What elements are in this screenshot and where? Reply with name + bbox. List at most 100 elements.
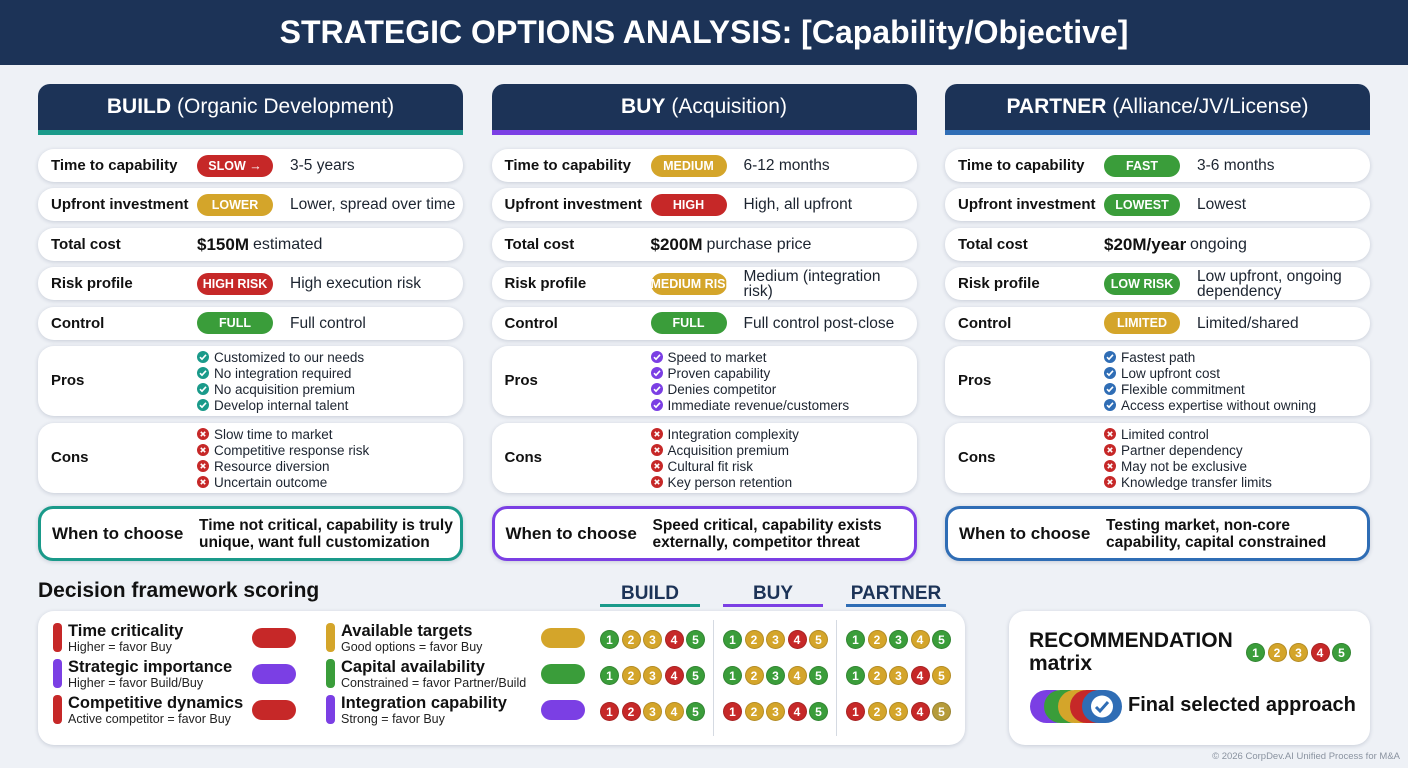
- cons-item: Partner dependency: [1104, 442, 1272, 458]
- score-dot: 2: [744, 666, 764, 685]
- pros-list: Speed to market Proven capability Denies c…: [650, 349, 850, 413]
- criterion-note: Higher = favor Buy: [68, 640, 172, 654]
- cons-item: May not be exclusive: [1104, 458, 1272, 474]
- criterion-name: Competitive dynamics: [68, 694, 244, 712]
- score-dot: 5: [932, 702, 951, 721]
- cons-text: May not be exclusive: [1121, 458, 1248, 474]
- score-dot: 1: [723, 702, 742, 721]
- recommendation-pills: [1030, 690, 1122, 723]
- cross-icon: [197, 476, 209, 488]
- option-header: BUY (Acquisition): [491, 84, 917, 135]
- score-dot: 1: [600, 666, 619, 685]
- pros-label: Pros: [958, 372, 992, 389]
- option-header: BUILD (Organic Development): [38, 84, 463, 135]
- pros-text: No integration required: [214, 365, 352, 381]
- score-dot: 4: [787, 630, 807, 649]
- score-dot: 3: [889, 666, 908, 685]
- score-dot: 2: [621, 702, 641, 721]
- pros-text: Access expertise without owning: [1121, 397, 1317, 413]
- score-dot: 3: [889, 702, 908, 721]
- score-dot: 5: [1332, 643, 1351, 662]
- attribute-label: Time to capability: [504, 157, 631, 174]
- score-dot: 4: [1310, 643, 1330, 662]
- cons-list: Slow time to market Competitive response …: [197, 426, 369, 490]
- attribute-text: ongoing: [1190, 235, 1247, 253]
- cons-box: Cons Slow time to market Competitive respo…: [38, 423, 463, 493]
- option-subtitle: (Organic Development): [177, 95, 395, 118]
- score-dot: 5: [686, 666, 705, 685]
- criterion-note: Active competitor = favor Buy: [68, 712, 231, 726]
- attribute-row: Total cost $200M purchase price: [491, 227, 917, 261]
- attribute-text: High, all upfront: [743, 196, 853, 214]
- pros-text: Speed to market: [667, 349, 767, 365]
- score-dot: 2: [867, 630, 887, 649]
- column-separator: [836, 620, 837, 736]
- score-dot: 5: [686, 702, 705, 721]
- cross-icon: [650, 460, 663, 472]
- attribute-text: 3-5 years: [290, 157, 355, 174]
- attribute-text: purchase price: [706, 235, 812, 253]
- cons-item: Key person retention: [650, 474, 799, 490]
- score-dot: 3: [643, 630, 662, 649]
- pros-text: Develop internal talent: [214, 397, 349, 413]
- attribute-row: Risk profile HIGH RISK High execution risk: [38, 267, 463, 301]
- status-badge: HIGH: [650, 193, 727, 216]
- pros-label: Pros: [51, 372, 85, 389]
- criterion-bar: [326, 659, 335, 688]
- check-pill: [1082, 690, 1122, 723]
- pros-text: Flexible commitment: [1121, 381, 1245, 397]
- pros-list: Fastest path Low upfront cost Flexible com…: [1104, 349, 1316, 413]
- cons-text: Knowledge transfer limits: [1121, 474, 1272, 490]
- cons-text: Limited control: [1121, 426, 1209, 442]
- score-dot: 5: [932, 630, 951, 649]
- recommendation-label: Final selected approach: [1128, 694, 1356, 716]
- attribute-label: Total cost: [504, 235, 575, 253]
- attribute-row: Time to capability SLOW → 3-5 years: [38, 149, 463, 182]
- criterion-name: Integration capability: [341, 694, 507, 712]
- when-label: When to choose: [505, 524, 637, 543]
- pros-item: Proven capability: [650, 365, 850, 381]
- attribute-label: Upfront investment: [51, 196, 189, 214]
- status-badge: LIMITED: [1104, 312, 1180, 335]
- cross-icon: [197, 444, 209, 456]
- cons-box: Cons Integration complexity Acquisition pr…: [491, 423, 917, 493]
- option-name: BUILD: [106, 95, 172, 118]
- attribute-row: Total cost $20M/year ongoing: [945, 227, 1370, 261]
- criterion-pill: [541, 628, 585, 648]
- attribute-text: estimated: [253, 235, 323, 253]
- score-dot: 2: [744, 630, 764, 649]
- pros-text: Proven capability: [667, 365, 771, 381]
- attribute-row: Time to capability MEDIUM 6-12 months: [491, 149, 917, 182]
- attribute-text: 6-12 months: [743, 157, 830, 174]
- option-subtitle: (Acquisition): [671, 95, 787, 118]
- attribute-text: Limited/shared: [1197, 314, 1299, 332]
- score-dot: 5: [809, 702, 828, 721]
- criterion-bar: [53, 659, 62, 688]
- check-icon: [197, 367, 209, 379]
- cons-text: Integration complexity: [667, 426, 799, 442]
- attribute-label: Total cost: [51, 235, 121, 253]
- check-icon: [197, 351, 209, 363]
- criterion-name: Time criticality: [68, 622, 184, 640]
- criterion-pill: [252, 664, 296, 684]
- when-box: When to choose Time not critical, capabil…: [38, 506, 463, 561]
- cross-icon: [1104, 444, 1116, 456]
- score-dot: 2: [1267, 643, 1287, 662]
- cost-amount: $200M: [650, 234, 703, 254]
- cons-item: Uncertain outcome: [197, 474, 369, 490]
- score-dot: 5: [809, 666, 828, 685]
- cons-item: Resource diversion: [197, 458, 369, 474]
- when-box: When to choose Speed critical, capability…: [491, 506, 917, 561]
- pros-item: Fastest path: [1104, 349, 1316, 365]
- cross-icon: [650, 476, 663, 488]
- attribute-text: Lowest: [1197, 196, 1247, 214]
- status-badge: LOWER: [197, 193, 273, 216]
- status-badge: LOW RISK: [1104, 272, 1180, 295]
- attribute-row: Total cost $150M estimated: [38, 227, 463, 261]
- attribute-text: High execution risk: [290, 275, 421, 293]
- score-dot: 1: [846, 702, 865, 721]
- attribute-text: Full control post-close: [743, 314, 895, 332]
- score-dot: 4: [910, 666, 930, 685]
- cross-icon: [197, 428, 209, 440]
- criterion-pill: [541, 700, 585, 720]
